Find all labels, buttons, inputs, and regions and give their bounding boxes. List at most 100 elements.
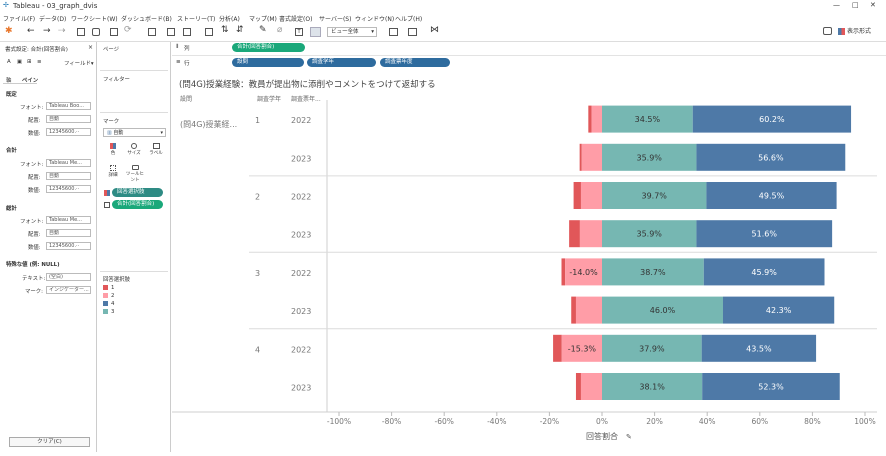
redo-dropdown-icon[interactable]: ⇢ — [58, 26, 66, 36]
row-pill-grade[interactable]: 調査学年 — [307, 58, 376, 67]
bar-segment-2[interactable] — [565, 258, 602, 286]
label-button[interactable]: ラベル — [148, 142, 164, 160]
field-select[interactable]: フィールド▾ — [64, 61, 94, 67]
tab-axis[interactable]: 軸 — [6, 78, 12, 84]
show-me-button[interactable]: 表示形式 — [838, 27, 871, 37]
comment-icon[interactable] — [823, 27, 832, 35]
bar-segment-4[interactable] — [702, 373, 840, 400]
row-pill-year[interactable]: 調査票年度 — [380, 58, 450, 67]
default-align-select[interactable]: 自動 — [46, 115, 91, 123]
bar-segment-1[interactable] — [569, 220, 580, 248]
detail-button[interactable]: 詳細 — [105, 164, 121, 182]
refresh-icon[interactable]: ⟳ — [124, 25, 132, 35]
show-cards-icon[interactable] — [389, 28, 398, 36]
close-button[interactable]: ✕ — [870, 1, 876, 9]
bar-segment-3[interactable] — [602, 143, 697, 171]
special-text-input[interactable]: (空白) — [46, 273, 91, 281]
marks-color-pill[interactable]: 回答選択肢 — [112, 188, 163, 197]
grand-number-select[interactable]: 12345600.·· — [46, 242, 91, 250]
bar-segment-2[interactable] — [591, 105, 602, 133]
menu-item-6[interactable]: マップ(M) — [249, 16, 277, 23]
bar-segment-3[interactable] — [602, 334, 702, 362]
column-pill-measure[interactable]: 合計(回答割合) — [232, 43, 305, 52]
tableau-logo-icon[interactable]: ✱ — [5, 26, 13, 36]
total-align-select[interactable]: 自動 — [46, 172, 91, 180]
menu-item-0[interactable]: ファイル(F) — [3, 16, 36, 23]
bar-segment-2[interactable] — [561, 334, 602, 362]
bar-segment-4[interactable] — [703, 258, 825, 286]
bar-segment-2[interactable] — [580, 182, 602, 209]
bar-segment-1[interactable] — [579, 143, 582, 171]
tooltip-button[interactable]: ツールヒント — [124, 164, 146, 183]
sort-ascending-icon[interactable]: ⇅ — [221, 25, 229, 35]
bar-segment-4[interactable] — [701, 334, 817, 362]
pause-updates-icon[interactable] — [110, 28, 118, 36]
grand-font-select[interactable]: Tableau Me... — [46, 216, 91, 224]
font-border-icon[interactable]: ⊞ — [27, 59, 32, 65]
clear-sheet-icon[interactable] — [183, 28, 191, 36]
duplicate-sheet-icon[interactable] — [167, 28, 175, 36]
show-labels-icon[interactable]: T — [295, 28, 303, 36]
menu-item-3[interactable]: ダッシュボード(B) — [121, 16, 172, 23]
legend-item[interactable]: 3 — [103, 309, 114, 315]
bar-segment-3[interactable] — [602, 258, 704, 286]
fix-axes-icon[interactable] — [310, 27, 321, 37]
maximize-button[interactable]: □ — [852, 1, 859, 9]
font-lines-icon[interactable]: ≡ — [37, 59, 42, 65]
total-font-select[interactable]: Tableau Me... — [46, 159, 91, 167]
bar-segment-4[interactable] — [706, 182, 837, 209]
sort-descending-icon[interactable]: ⇵ — [236, 25, 244, 35]
format-pane-close-button[interactable]: × — [88, 44, 94, 51]
bar-segment-1[interactable] — [571, 296, 576, 324]
marks-label-pill[interactable]: 合計(回答割合) — [112, 200, 163, 209]
menu-item-4[interactable]: ストーリー(T) — [177, 16, 216, 23]
undo-icon[interactable]: ← — [27, 26, 35, 36]
bar-segment-1[interactable] — [561, 258, 566, 286]
bar-segment-2[interactable] — [581, 143, 602, 171]
swap-icon[interactable] — [205, 28, 213, 36]
bar-segment-2[interactable] — [580, 373, 602, 400]
menu-item-10[interactable]: ヘルプ(H) — [395, 16, 423, 23]
legend-item[interactable]: 2 — [103, 293, 114, 299]
bar-segment-2[interactable] — [575, 296, 602, 324]
bar-segment-3[interactable] — [602, 296, 723, 324]
redo-icon[interactable]: → — [43, 26, 51, 36]
group-icon[interactable]: ⌀ — [277, 25, 283, 35]
bar-segment-1[interactable] — [575, 373, 581, 400]
menu-item-9[interactable]: ウィンドウ(N) — [355, 16, 395, 23]
menu-item-7[interactable]: 書式設定(O) — [279, 16, 313, 23]
tab-pane[interactable]: ペイン — [22, 78, 39, 84]
font-bold-icon[interactable]: A — [7, 59, 11, 65]
size-button[interactable]: サイズ — [126, 142, 142, 160]
share-icon[interactable]: ⋈ — [430, 25, 439, 35]
bar-segment-4[interactable] — [722, 296, 835, 324]
menu-item-8[interactable]: サーバー(S) — [319, 16, 352, 23]
bar-segment-4[interactable] — [692, 105, 852, 133]
special-mark-select[interactable]: インジケーター... — [46, 286, 91, 294]
highlight-icon[interactable]: ✎ — [259, 25, 267, 35]
fit-select[interactable]: ビュー全体 ▾ — [327, 27, 377, 37]
mark-type-select[interactable]: ▥ 自動 ▾ — [103, 128, 166, 137]
new-sheet-icon[interactable] — [148, 28, 156, 36]
bar-segment-4[interactable] — [696, 143, 846, 171]
clear-button[interactable]: クリア(C) — [9, 437, 90, 447]
bar-segment-3[interactable] — [602, 373, 703, 400]
bar-segment-3[interactable] — [602, 220, 697, 248]
bar-segment-1[interactable] — [573, 182, 581, 209]
default-number-select[interactable]: 12345600.·· — [46, 128, 91, 136]
total-number-select[interactable]: 12345600.·· — [46, 185, 91, 193]
bar-segment-2[interactable] — [579, 220, 602, 248]
save-icon[interactable] — [77, 28, 85, 36]
bar-segment-1[interactable] — [588, 105, 592, 133]
bar-segment-1[interactable] — [553, 334, 562, 362]
legend-item[interactable]: 1 — [103, 285, 114, 291]
row-pill-question[interactable]: 設問 — [232, 58, 304, 67]
default-font-select[interactable]: Tableau Boo... — [46, 102, 91, 110]
font-shading-icon[interactable]: ▣ — [17, 59, 23, 65]
new-datasource-icon[interactable] — [92, 28, 100, 36]
bar-segment-3[interactable] — [602, 182, 707, 209]
color-button[interactable]: 色 — [105, 142, 121, 160]
bar-segment-3[interactable] — [602, 105, 693, 133]
grand-align-select[interactable]: 自動 — [46, 229, 91, 237]
